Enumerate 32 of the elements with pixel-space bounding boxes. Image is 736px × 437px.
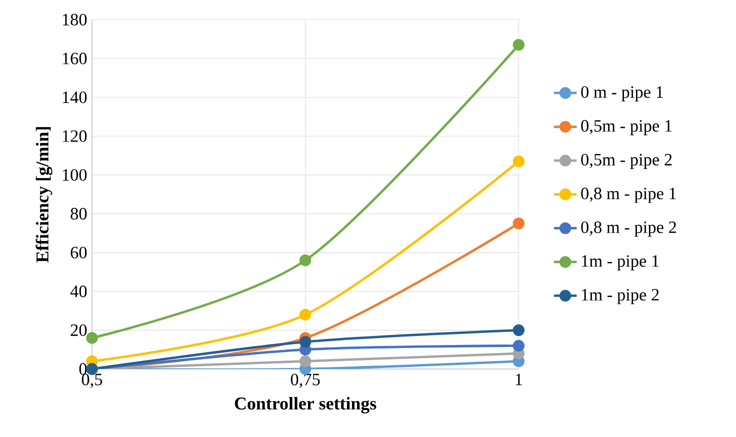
y-tick-label: 40: [70, 286, 87, 298]
y-tick-label: 100: [62, 169, 87, 181]
y-tick-label: 20: [70, 324, 87, 336]
point: [299, 308, 312, 320]
x-tick-label: 1: [516, 374, 522, 386]
y-tick-label: 80: [70, 208, 87, 220]
point: [86, 332, 98, 344]
legend-label: 1m - pipe 2: [582, 288, 659, 304]
point: [512, 324, 525, 336]
legend-label: 0 m - pipe 1: [581, 86, 663, 102]
legend-label: 0,8 m - pipe 2: [581, 221, 676, 237]
y-tick-label: 180: [62, 14, 87, 26]
y-tick-label: 140: [62, 91, 87, 104]
point: [512, 39, 525, 51]
point: [299, 254, 312, 266]
legend-label: 0,5m - pipe 2: [581, 154, 672, 169]
point: [512, 218, 525, 230]
y-tick-label: 60: [70, 246, 87, 258]
y-tick-label: 0: [79, 363, 87, 375]
point: [512, 340, 525, 352]
point: [299, 355, 312, 368]
y-axis-title: Efficiency [g/min]: [36, 127, 52, 262]
point: [512, 155, 525, 168]
y-tick-label: 160: [62, 52, 87, 64]
legend-label: 0,8 m - pipe 1: [581, 188, 676, 203]
x-axis-title: Controller settings: [234, 396, 376, 414]
x-tick-label: 0,5: [82, 374, 102, 388]
x-tick-label: 0,75: [290, 374, 320, 388]
legend-label: 0,5m - pipe 1: [581, 120, 672, 136]
point: [299, 336, 312, 348]
y-tick-label: 120: [62, 130, 87, 142]
legend-label: 1m - pipe 1: [582, 255, 659, 270]
